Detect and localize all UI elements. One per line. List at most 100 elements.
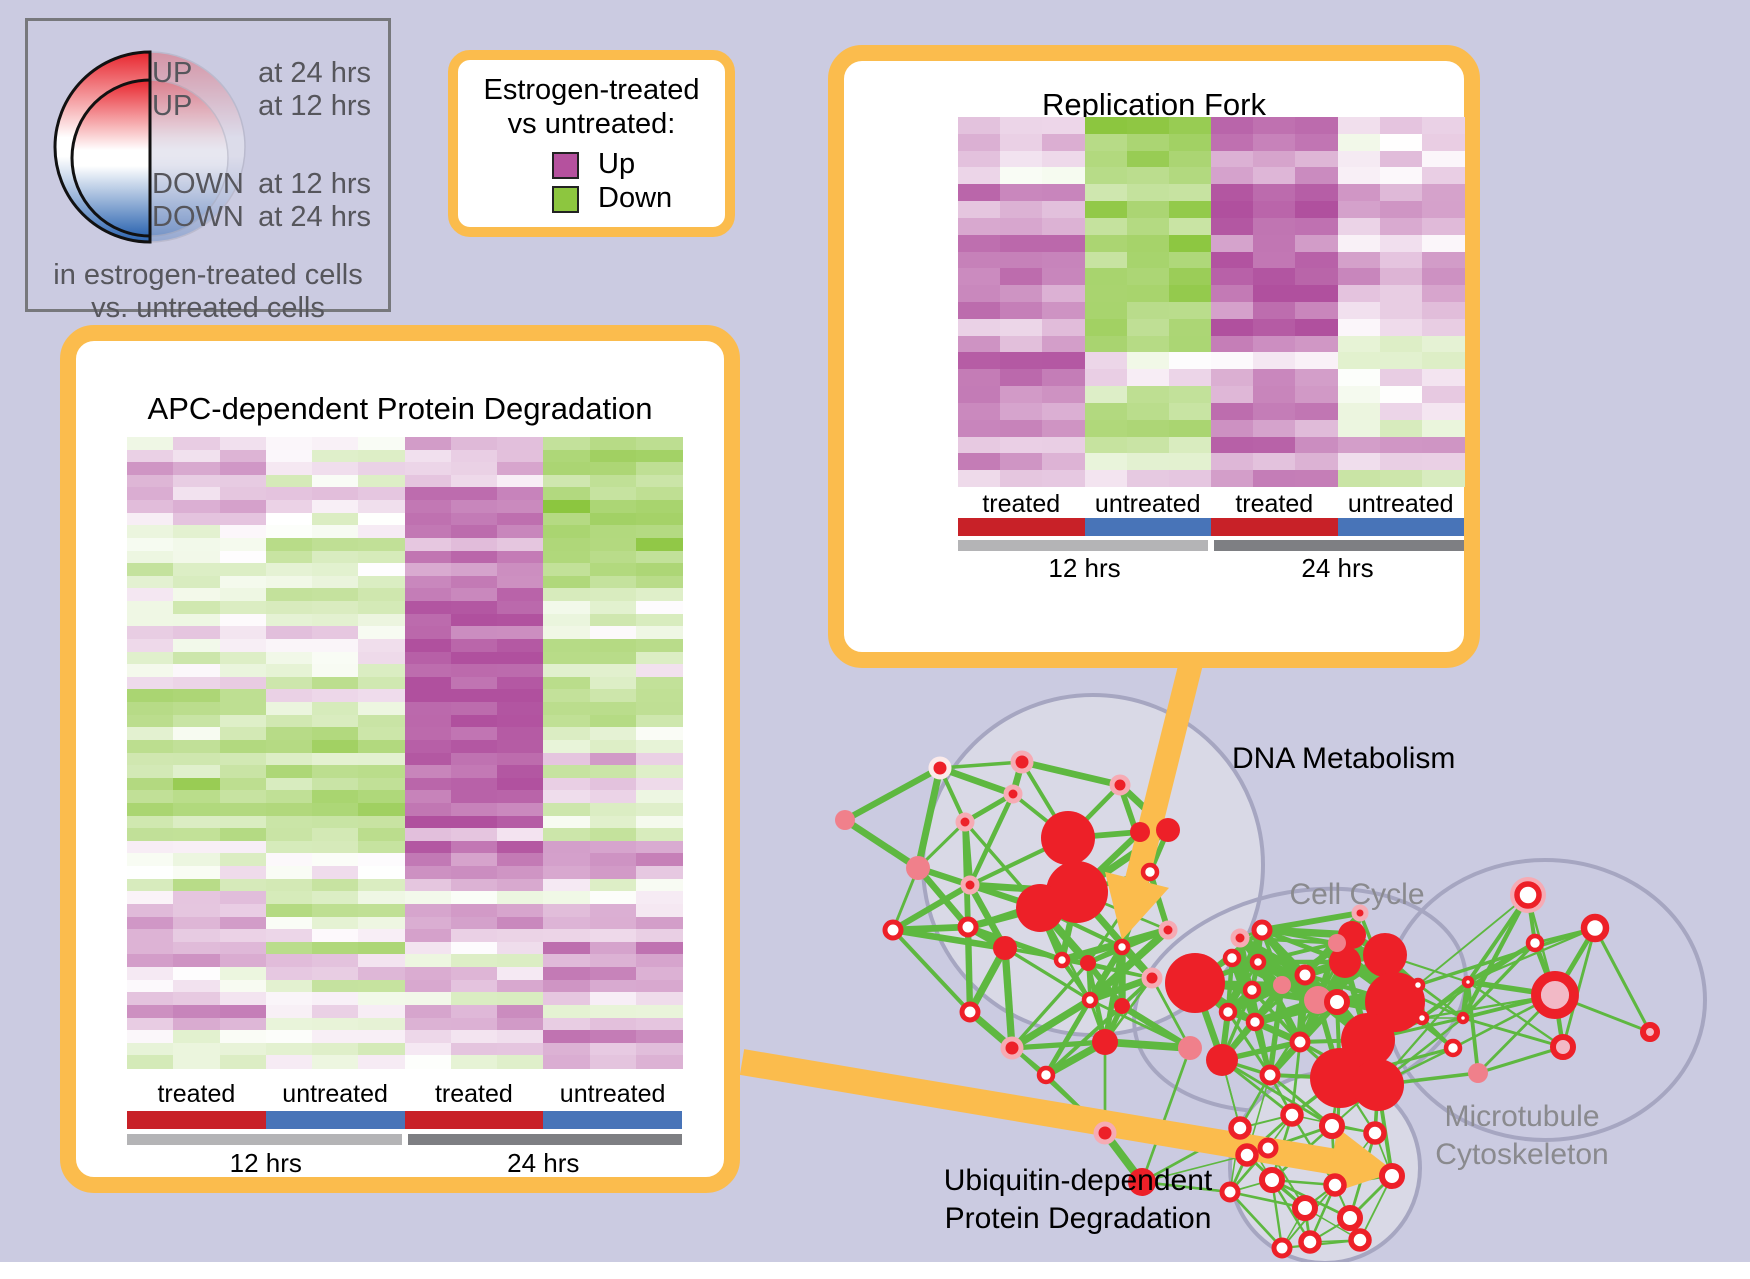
- heatmap-cell: [635, 967, 683, 981]
- heatmap-cell: [543, 613, 591, 628]
- heatmap-cell: [312, 563, 359, 577]
- heatmap-cell: [404, 626, 452, 640]
- heatmap-cell: [589, 992, 637, 1006]
- gene-node-pinkcore: [1640, 1022, 1660, 1042]
- heatmap-cell: [1379, 335, 1423, 353]
- heatmap-cell: [635, 638, 683, 653]
- heatmap-cell: [358, 626, 406, 640]
- heatmap-cell: [265, 689, 313, 703]
- heatmap-cell: [543, 1004, 591, 1019]
- heatmap-cell: [1126, 150, 1170, 168]
- heatmap-cell: [1126, 184, 1170, 202]
- heatmap-cell: [173, 588, 221, 602]
- heatmap-cell: [358, 828, 406, 842]
- heatmap-cell: [1211, 117, 1254, 135]
- heatmap-cell: [543, 462, 591, 476]
- criteria-word: UP: [152, 90, 193, 122]
- criteria-time: at 24 hrs: [258, 57, 371, 89]
- heatmap-cell: [543, 777, 591, 792]
- down-label: Down: [598, 182, 673, 214]
- network-edge: [1267, 984, 1285, 1076]
- heatmap-cell: [543, 954, 591, 968]
- gene-node-ringwhite: [1337, 1205, 1363, 1231]
- heatmap-cell: [312, 840, 359, 855]
- heatmap-cell: [635, 1055, 683, 1069]
- heatmap-cell: [312, 702, 359, 716]
- heatmap-cell: [589, 437, 637, 451]
- heatmap-cell: [958, 335, 1001, 353]
- heatmap-cell: [173, 676, 221, 691]
- heatmap-cell: [497, 588, 544, 602]
- heatmap-cell: [635, 664, 683, 678]
- heatmap-cell: [450, 752, 498, 766]
- heatmap-cell: [1379, 217, 1423, 236]
- heatmap-cell: [1337, 402, 1381, 421]
- heatmap-cell: [1421, 268, 1465, 286]
- heatmap-cell: [358, 512, 406, 527]
- heatmap-cell: [450, 967, 498, 981]
- heatmap-cell: [312, 588, 359, 602]
- condition-label: untreated: [282, 1080, 388, 1108]
- heatmap-cell: [404, 462, 452, 476]
- heatmap-cell: [543, 512, 591, 527]
- heatmap-cell: [450, 500, 498, 514]
- heatmap-cell: [589, 752, 637, 766]
- heatmap-cell: [497, 601, 544, 615]
- heatmap-cell: [1421, 234, 1465, 252]
- condition-color-bar: [265, 1111, 405, 1129]
- heatmap-cell: [219, 802, 267, 817]
- heatmap-cell: [543, 638, 591, 653]
- microtubule-label-line2: Cytoskeleton: [1435, 1138, 1609, 1171]
- heatmap-cell: [265, 512, 313, 527]
- heatmap-cell: [1421, 402, 1465, 421]
- heatmap-cell: [1211, 352, 1254, 370]
- heatmap-cell: [173, 638, 221, 653]
- heatmap-cell: [265, 916, 313, 930]
- heatmap-cell: [312, 1055, 359, 1069]
- heatmap-cell: [1337, 302, 1381, 320]
- down-color-swatch: [552, 186, 579, 213]
- heatmap-cell: [404, 992, 452, 1006]
- gene-node-ringwhite: [1379, 1163, 1405, 1189]
- heatmap-cell: [1295, 369, 1339, 387]
- heatmap-cell: [1211, 201, 1254, 219]
- heatmap-cell: [635, 500, 683, 514]
- heatmap-cell: [1337, 150, 1381, 168]
- heatmap-cell: [1168, 318, 1212, 337]
- heatmap-cell: [543, 979, 591, 994]
- heatmap-cell: [312, 903, 359, 918]
- heatmap-cell: [543, 601, 591, 615]
- heatmap-cell: [1211, 133, 1254, 152]
- heatmap-cell: [1126, 117, 1170, 135]
- heatmap-cell: [497, 1017, 544, 1031]
- heatmap-cell: [1337, 201, 1381, 219]
- gene-node-pinksolid: [1273, 976, 1291, 994]
- heatmap-cell: [219, 702, 267, 716]
- heatmap-cell: [1253, 302, 1296, 320]
- heatmap-cell: [497, 752, 544, 766]
- heatmap-cell: [958, 234, 1001, 252]
- heatmap-cell: [635, 588, 683, 602]
- heatmap-cell: [958, 352, 1001, 370]
- heatmap-cell: [1379, 167, 1423, 185]
- heatmap-cell: [1379, 369, 1423, 387]
- gene-node-pinksolid: [835, 810, 855, 830]
- heatmap-cell: [219, 638, 267, 653]
- gene-node-ringwhite: [1081, 991, 1099, 1009]
- heatmap-cell: [404, 1030, 452, 1044]
- heatmap-cell: [497, 702, 544, 716]
- heatmap-cell: [404, 1017, 452, 1031]
- heatmap-cell: [219, 500, 267, 514]
- criteria-word: DOWN: [152, 201, 244, 233]
- heatmap-cell: [1379, 402, 1423, 421]
- heatmap-cell: [312, 525, 359, 539]
- replication-fork-title: Replication Fork: [1042, 87, 1266, 122]
- network-edge: [1593, 927, 1652, 1033]
- heatmap-cell: [497, 992, 544, 1006]
- gene-node-ringwhite: [1249, 953, 1267, 971]
- heatmap-cell: [312, 449, 359, 463]
- heatmap-cell: [265, 651, 313, 665]
- heatmap-cell: [404, 866, 452, 880]
- network-edge: [1261, 910, 1361, 933]
- gene-node-ringwhite: [1580, 913, 1610, 943]
